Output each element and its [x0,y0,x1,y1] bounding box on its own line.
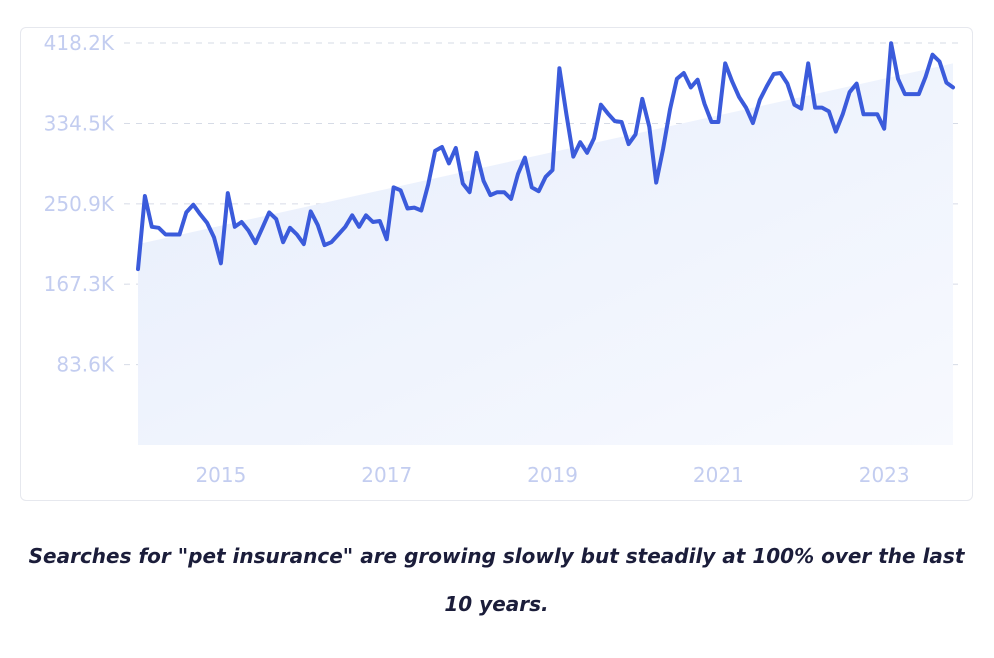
trend-area-group [138,63,953,446]
x-tick-label: 2021 [693,463,744,487]
chart-caption: Searches for "pet insurance" are growing… [28,544,965,616]
trend-area [138,63,953,446]
y-tick-label: 418.2K [44,31,115,55]
x-tick-label: 2019 [527,463,578,487]
series-line [136,41,955,272]
y-tick-label: 334.5K [44,111,115,135]
y-tick-label: 167.3K [44,272,115,296]
data-line-group [136,41,955,272]
x-axis: 2015 2017 2019 2021 2023 [195,463,909,487]
x-tick-label: 2015 [195,463,246,487]
chart-card: 83.6K 167.3K 250.9K 334.5K 418.2K 2015 2017 20… [20,27,973,501]
y-tick-label: 250.9K [44,192,115,216]
y-tick-label: 83.6K [56,353,115,377]
x-tick-label: 2017 [361,463,412,487]
y-axis: 83.6K 167.3K 250.9K 334.5K 418.2K [44,31,115,377]
x-tick-label: 2023 [859,463,910,487]
